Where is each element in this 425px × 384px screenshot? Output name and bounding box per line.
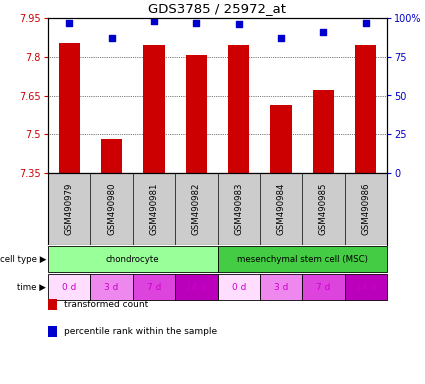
- Text: GSM490986: GSM490986: [361, 183, 370, 235]
- Text: GSM490981: GSM490981: [150, 183, 159, 235]
- Point: [66, 20, 73, 26]
- Text: transformed count: transformed count: [64, 300, 148, 310]
- Bar: [260, 273, 302, 300]
- Point: [108, 35, 115, 41]
- Bar: [218, 245, 387, 272]
- Text: GSM490985: GSM490985: [319, 183, 328, 235]
- Title: GDS3785 / 25972_at: GDS3785 / 25972_at: [148, 2, 286, 15]
- Text: 7 d: 7 d: [316, 283, 331, 291]
- Bar: [270, 104, 292, 173]
- Bar: [186, 55, 207, 173]
- Point: [235, 21, 242, 27]
- Text: 0 d: 0 d: [62, 283, 76, 291]
- Text: GSM490980: GSM490980: [107, 183, 116, 235]
- Text: percentile rank within the sample: percentile rank within the sample: [64, 327, 217, 336]
- Text: 3 d: 3 d: [105, 283, 119, 291]
- Text: time ▶: time ▶: [17, 283, 46, 291]
- Text: cell type ▶: cell type ▶: [0, 255, 46, 263]
- Bar: [345, 273, 387, 300]
- Bar: [313, 90, 334, 173]
- Text: 14 d: 14 d: [356, 283, 376, 291]
- Bar: [48, 245, 218, 272]
- Point: [278, 35, 284, 41]
- Text: 0 d: 0 d: [232, 283, 246, 291]
- Text: chondrocyte: chondrocyte: [106, 255, 159, 263]
- Text: GSM490979: GSM490979: [65, 183, 74, 235]
- Text: GSM490982: GSM490982: [192, 183, 201, 235]
- Bar: [143, 45, 164, 173]
- Point: [150, 18, 157, 24]
- Bar: [133, 273, 175, 300]
- Bar: [355, 45, 377, 173]
- Bar: [48, 273, 91, 300]
- Point: [320, 29, 327, 35]
- Text: mesenchymal stem cell (MSC): mesenchymal stem cell (MSC): [237, 255, 368, 263]
- Text: GSM490984: GSM490984: [277, 183, 286, 235]
- Bar: [59, 43, 80, 173]
- Text: 7 d: 7 d: [147, 283, 161, 291]
- Bar: [101, 139, 122, 173]
- Bar: [91, 273, 133, 300]
- Bar: [175, 273, 218, 300]
- Point: [363, 20, 369, 26]
- Bar: [302, 273, 345, 300]
- Point: [193, 20, 200, 26]
- Text: 3 d: 3 d: [274, 283, 288, 291]
- Text: 14 d: 14 d: [186, 283, 206, 291]
- Bar: [228, 45, 249, 173]
- Text: GSM490983: GSM490983: [234, 183, 243, 235]
- Bar: [218, 273, 260, 300]
